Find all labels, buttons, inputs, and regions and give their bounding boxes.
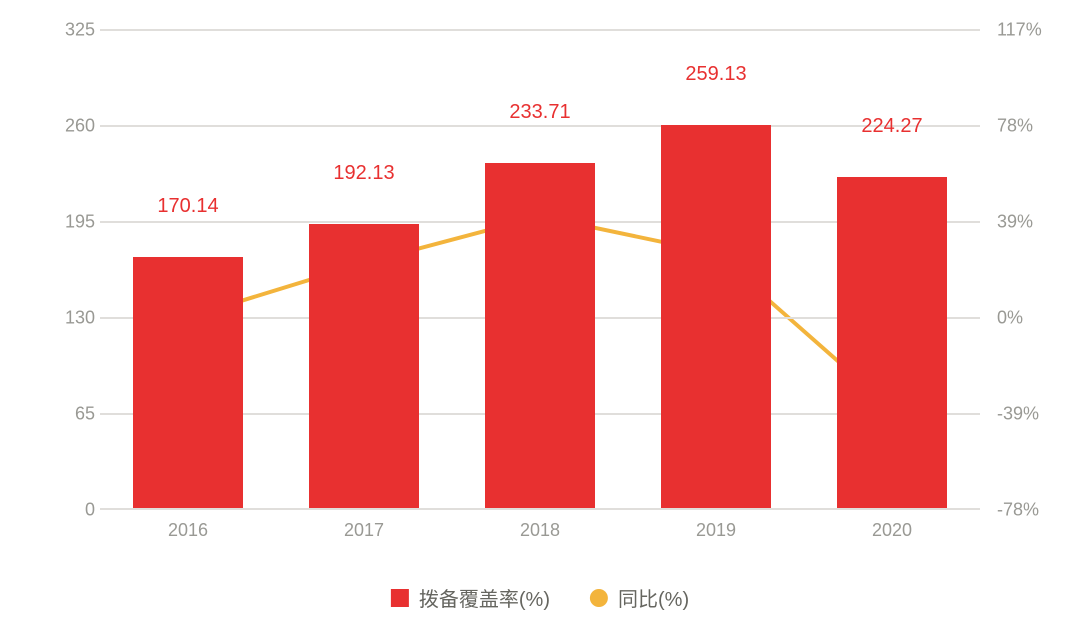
y-right-tick-label: 0%: [997, 308, 1023, 329]
legend: 拨备覆盖率(%) 同比(%): [391, 583, 689, 612]
y-right-tick-label: 39%: [997, 212, 1033, 233]
gridline: [100, 29, 980, 31]
legend-bar-label: 拨备覆盖率(%): [419, 583, 550, 612]
y-left-tick-label: 195: [65, 212, 95, 233]
y-right-tick-label: 117%: [997, 20, 1042, 41]
bar-value-label: 170.14: [157, 195, 218, 226]
bar: [309, 224, 419, 508]
y-left-tick-label: 325: [65, 20, 95, 41]
y-right-tick-label: 78%: [997, 116, 1033, 137]
bar: [661, 125, 771, 508]
x-tick-label: 2020: [872, 520, 912, 541]
y-right-tick-label: -39%: [997, 404, 1039, 425]
y-right-tick-label: -78%: [997, 500, 1039, 521]
legend-line-label: 同比(%): [618, 583, 689, 612]
legend-square-icon: [391, 589, 409, 607]
legend-item-line: 同比(%): [590, 583, 689, 612]
y-left-tick-label: 260: [65, 116, 95, 137]
bar-value-label: 224.27: [861, 115, 922, 146]
y-left-tick-label: 130: [65, 308, 95, 329]
plot-area: 065130195260325-78%-39%0%39%78%117%170.1…: [100, 30, 980, 510]
y-left-tick-label: 0: [85, 500, 95, 521]
bar-value-label: 233.71: [509, 101, 570, 132]
bar-value-label: 192.13: [333, 162, 394, 193]
x-tick-label: 2017: [344, 520, 384, 541]
bar: [485, 163, 595, 508]
x-tick-label: 2016: [168, 520, 208, 541]
chart-container: 065130195260325-78%-39%0%39%78%117%170.1…: [60, 30, 1020, 540]
bar: [837, 177, 947, 508]
legend-circle-icon: [590, 589, 608, 607]
bar-value-label: 259.13: [685, 63, 746, 94]
legend-item-bar: 拨备覆盖率(%): [391, 583, 550, 612]
bar: [133, 257, 243, 508]
x-tick-label: 2018: [520, 520, 560, 541]
x-tick-label: 2019: [696, 520, 736, 541]
y-left-tick-label: 65: [75, 404, 95, 425]
